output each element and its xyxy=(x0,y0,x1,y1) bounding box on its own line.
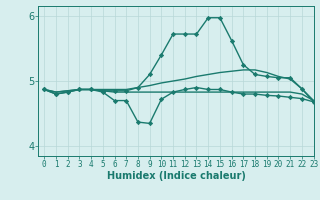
X-axis label: Humidex (Indice chaleur): Humidex (Indice chaleur) xyxy=(107,171,245,181)
